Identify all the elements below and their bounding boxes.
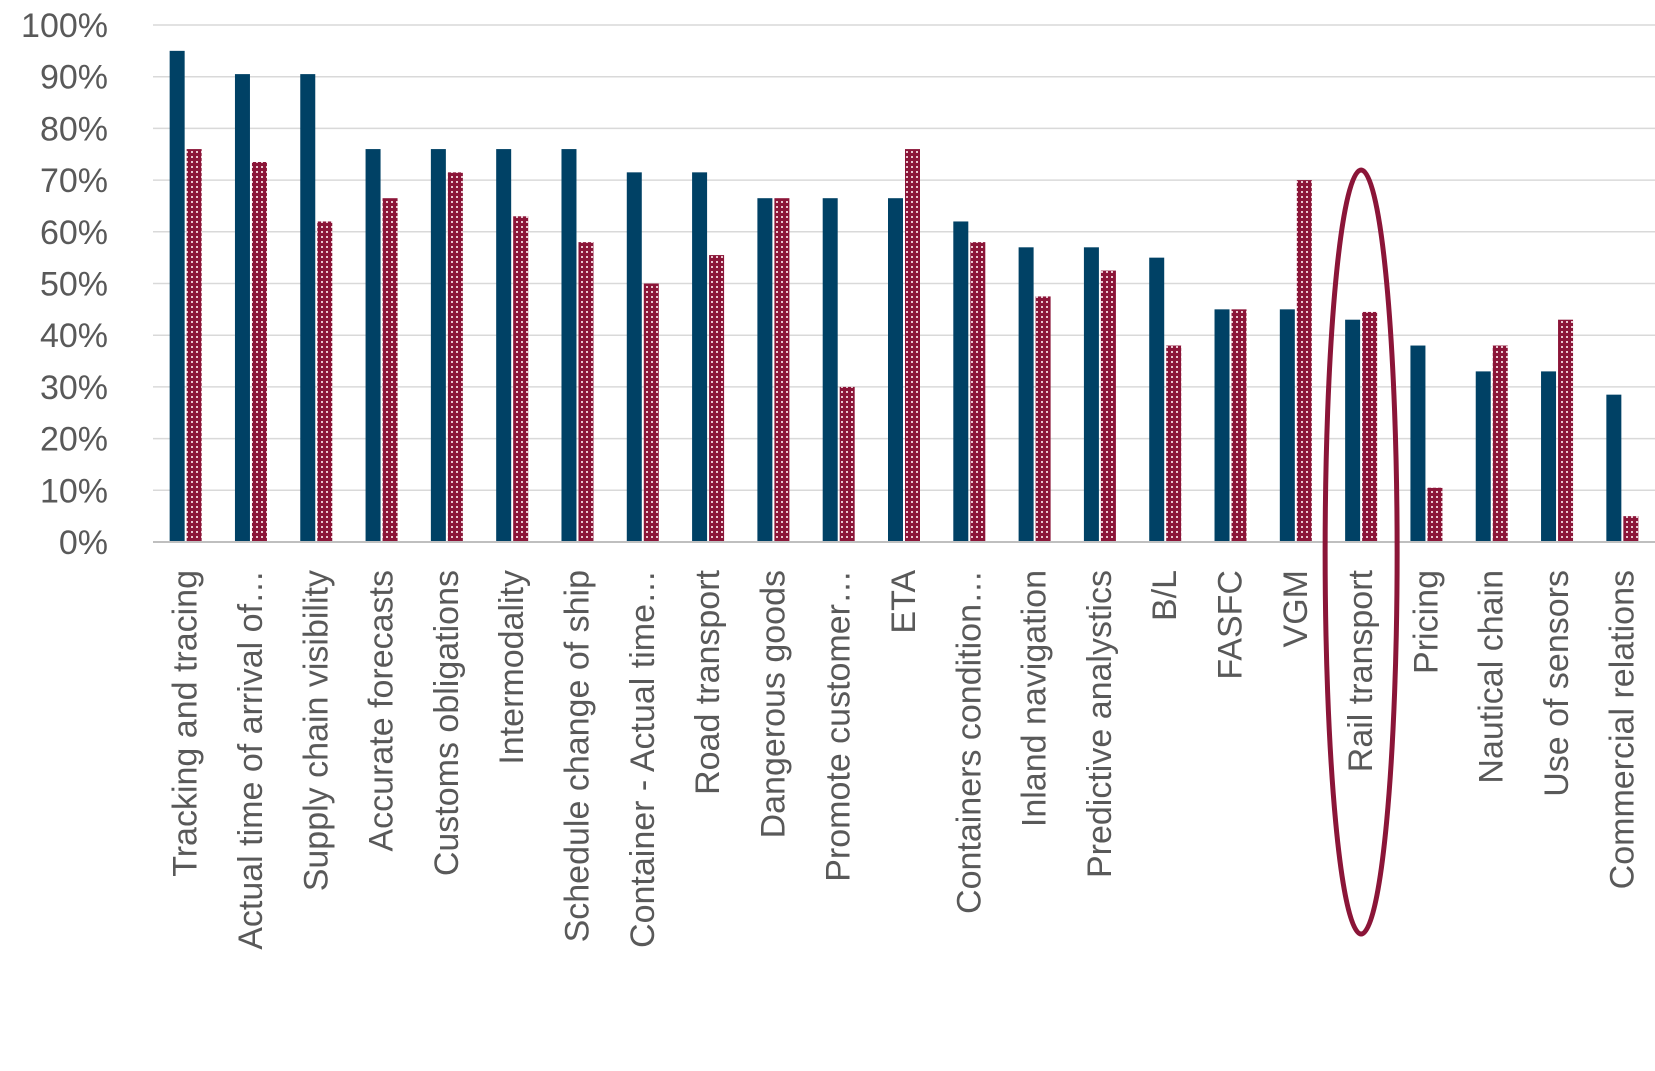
bar-series-2 — [317, 221, 333, 542]
bar-series-2 — [1492, 345, 1508, 542]
bar-series-1 — [757, 198, 773, 542]
bar-series-1 — [1279, 309, 1295, 542]
bar-series-1 — [234, 74, 250, 543]
category-label: B/L — [1146, 570, 1184, 621]
bar-series-1 — [365, 149, 381, 542]
bar-series-2 — [447, 172, 463, 542]
y-tick-label: 30% — [40, 369, 108, 407]
bar-series-2 — [970, 242, 986, 542]
bar-series-2 — [1362, 311, 1378, 542]
category-label: Nautical chain — [1473, 570, 1511, 784]
y-tick-label: 60% — [40, 214, 108, 252]
y-tick-label: 0% — [59, 524, 108, 562]
gridlines — [153, 24, 1655, 492]
category-label: Road transport — [689, 569, 727, 794]
category-label: Customs obligations — [428, 570, 466, 876]
bar-series-1 — [1018, 247, 1034, 542]
bar-series-1 — [169, 50, 185, 542]
bars — [169, 50, 1639, 543]
y-tick-label: 10% — [40, 472, 108, 510]
y-tick-label: 80% — [40, 110, 108, 148]
category-labels: Tracking and tracing Actual time of arriv… — [167, 569, 1642, 949]
category-label: Tracking and tracing — [167, 570, 205, 877]
bar-series-2 — [774, 198, 790, 542]
bar-series-1 — [300, 74, 316, 543]
category-label: Use of sensors — [1538, 570, 1576, 797]
highlight-ellipse — [1322, 167, 1400, 937]
bar-series-2 — [578, 242, 594, 542]
category-label: Supply chain visibility — [297, 570, 335, 891]
bar-series-1 — [1606, 394, 1622, 542]
bar-series-2 — [186, 149, 202, 542]
category-label: ETA — [885, 570, 923, 634]
bar-series-2 — [643, 283, 659, 542]
bar-series-1 — [1345, 319, 1361, 542]
bar-series-2 — [382, 198, 398, 542]
bar-series-2 — [1035, 296, 1051, 542]
y-tick-label: 20% — [40, 421, 108, 459]
category-label: Schedule change of ship — [558, 570, 596, 942]
y-tick-label: 100% — [21, 7, 108, 45]
bar-series-1 — [953, 221, 969, 542]
bar-series-1 — [1541, 371, 1557, 542]
y-tick-label: 50% — [40, 266, 108, 304]
bar-series-1 — [822, 198, 838, 542]
bar-series-2 — [1558, 319, 1574, 542]
y-tick-label: 70% — [40, 162, 108, 200]
bar-series-2 — [1623, 516, 1639, 542]
y-axis-tick-labels: 0% 10% 20% 30% 40% 50% 60% 70% 80% 90% 100% — [21, 7, 108, 562]
bar-series-1 — [561, 149, 577, 542]
bar-series-1 — [1410, 345, 1426, 542]
category-label: Promote customer… — [820, 570, 858, 882]
bar-series-2 — [839, 386, 855, 542]
category-label: VGM — [1277, 570, 1315, 647]
bar-series-1 — [1475, 371, 1491, 542]
bar-series-1 — [626, 172, 642, 542]
category-label: Inland navigation — [1016, 570, 1054, 827]
bar-series-1 — [692, 172, 708, 542]
category-label: Dangerous goods — [754, 570, 792, 838]
bar-series-2 — [251, 162, 267, 542]
bar-series-2 — [1231, 309, 1247, 542]
bar-series-2 — [709, 255, 725, 542]
category-label: Predictive analystics — [1081, 570, 1119, 878]
bar-series-2 — [513, 216, 529, 543]
bar-series-1 — [496, 149, 512, 542]
y-tick-label: 90% — [40, 59, 108, 97]
category-label: Rail transport — [1342, 569, 1380, 772]
y-tick-label: 40% — [40, 317, 108, 355]
category-label: Actual time of arrival of… — [232, 570, 270, 950]
category-label: Intermodality — [493, 570, 531, 765]
bar-series-2 — [1166, 345, 1182, 542]
bar-series-1 — [888, 198, 903, 542]
category-label: Commercial relations — [1603, 570, 1641, 889]
category-label: Pricing — [1407, 570, 1445, 674]
category-label: Containers condition… — [950, 570, 988, 914]
bar-series-2 — [1296, 180, 1312, 542]
bar-series-1 — [430, 149, 446, 542]
category-label: FASFC — [1212, 570, 1250, 680]
category-label: Accurate forecasts — [363, 570, 401, 852]
bar-series-2 — [1427, 487, 1443, 542]
category-label: Container - Actual time… — [624, 570, 662, 948]
bar-series-2 — [1100, 270, 1116, 542]
bar-series-2 — [905, 149, 920, 542]
bar-series-1 — [1083, 247, 1099, 542]
bar-series-1 — [1149, 257, 1165, 542]
bar-series-1 — [1214, 309, 1230, 542]
